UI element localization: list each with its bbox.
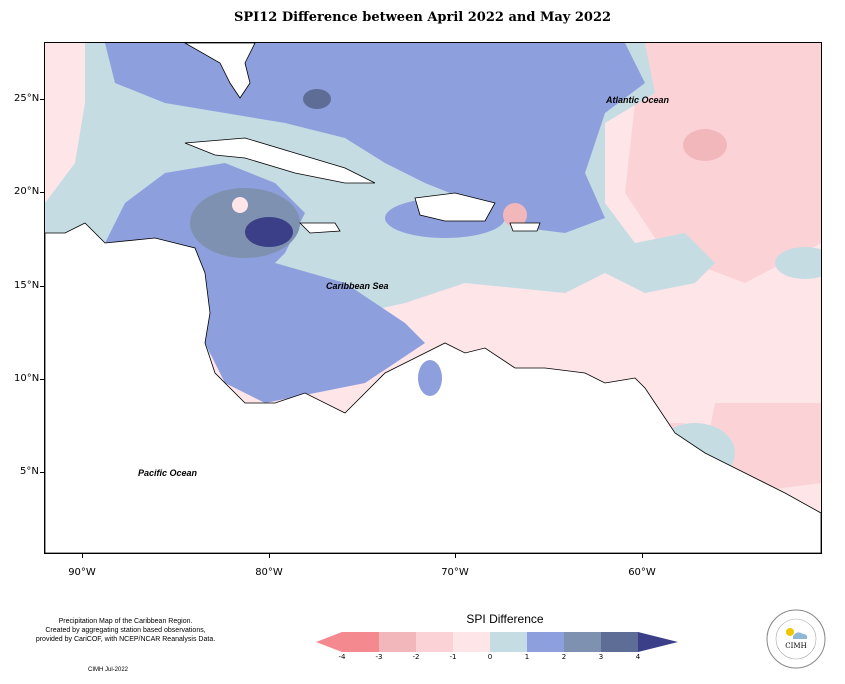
lon-tick [269, 553, 270, 558]
pink-patch-east [625, 43, 821, 283]
legend-swatch [601, 632, 638, 652]
legend-label: -2 [412, 653, 420, 661]
lat-label-15n: 15°N [14, 280, 40, 291]
legend-arrow-left [316, 632, 342, 652]
footer-line-1: Precipitation Map of the Caribbean Regio… [58, 618, 193, 625]
blue-region-south [205, 263, 425, 403]
sun-icon [786, 628, 794, 636]
blue-lake [418, 360, 442, 396]
legend-swatch [490, 632, 527, 652]
legend-label: -1 [449, 653, 457, 661]
land-hispaniola [414, 192, 496, 222]
legend-label: 1 [524, 653, 530, 661]
legend-swatch [564, 632, 601, 652]
legend-arrow-right [638, 632, 678, 652]
cloud-icon [793, 632, 808, 639]
lightblue-east [775, 247, 821, 279]
cimh-logo: CIMH [766, 609, 826, 669]
lon-label-60w: 60°W [628, 567, 656, 578]
legend-swatch [416, 632, 453, 652]
footer-credit: CIMH Jul-2022 [88, 667, 129, 673]
legend-label: -3 [375, 653, 383, 661]
lon-tick [642, 553, 643, 558]
legend-label: 0 [487, 653, 493, 661]
lon-label-90w: 90°W [68, 567, 96, 578]
legend-title: SPI Difference [466, 612, 544, 626]
lon-tick [455, 553, 456, 558]
lat-tick [40, 379, 45, 380]
land-florida [184, 43, 256, 99]
lat-tick [40, 472, 45, 473]
lat-label-25n: 25°N [14, 93, 40, 104]
footer-line-3: provided by CariCOF, with NCEP/NCAR Rean… [35, 636, 216, 643]
map-title: SPI12 Difference between April 2022 and … [233, 10, 612, 25]
land-jamaica [299, 222, 341, 234]
pacific-ocean-label: Pacific Ocean [138, 468, 198, 478]
land-puerto-rico [509, 222, 541, 232]
legend-swatch [527, 632, 564, 652]
legend-colorbar [316, 632, 678, 652]
lat-label-20n: 20°N [14, 186, 40, 197]
lon-label-80w: 80°W [255, 567, 283, 578]
darkblue-center [245, 217, 293, 247]
legend-label: 3 [598, 653, 604, 661]
darkblue-bahamas [303, 89, 331, 109]
lat-label-10n: 10°N [14, 373, 40, 384]
legend-label: 4 [635, 653, 641, 661]
legend-swatch [342, 632, 379, 652]
pink-spot-pr [503, 203, 527, 227]
map-panel [44, 42, 822, 554]
logo-text: CIMH [785, 642, 806, 650]
lat-tick [40, 286, 45, 287]
atlantic-ocean-label: Atlantic Ocean [606, 95, 670, 105]
legend-swatch [379, 632, 416, 652]
lat-tick [40, 99, 45, 100]
legend-label: 2 [561, 653, 567, 661]
caribbean-sea-label: Caribbean Sea [326, 281, 389, 291]
spi-map [45, 43, 821, 553]
land-cuba [184, 137, 376, 184]
lon-tick [82, 553, 83, 558]
legend-swatch [453, 632, 490, 652]
lat-label-5n: 5°N [20, 466, 39, 477]
lat-tick [40, 192, 45, 193]
lon-label-70w: 70°W [441, 567, 469, 578]
footer-description: Precipitation Map of the Caribbean Regio… [18, 617, 233, 644]
legend-label: -4 [338, 653, 346, 661]
footer-line-2: Created by aggregating station based obs… [45, 627, 206, 634]
pink-patch-atl [683, 129, 727, 161]
pink-spot-cayman [232, 197, 248, 213]
